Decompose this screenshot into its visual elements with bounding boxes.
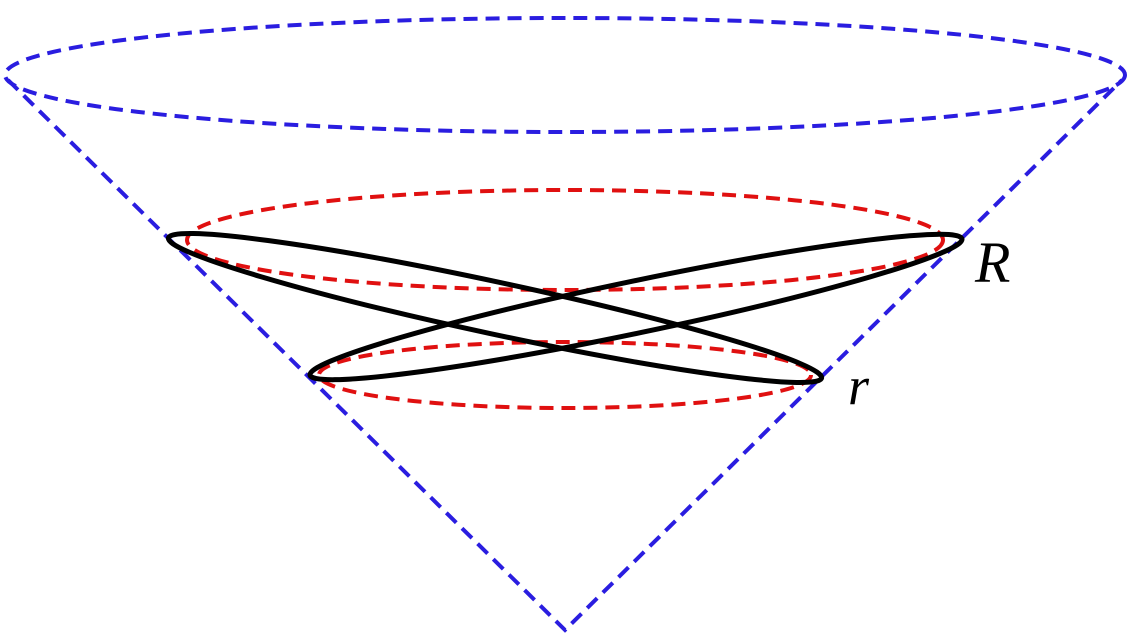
orbit [165,231,965,385]
cone-sides [6,78,1124,633]
orbit-loop [307,231,965,383]
cone-rim [3,16,1127,134]
label-outer-radius: R [974,230,1010,295]
cone [3,16,1127,633]
label-inner-radius: r [848,356,870,416]
inner-circle [317,340,813,410]
orbit-loop [165,231,825,385]
outer-circle [185,188,945,292]
